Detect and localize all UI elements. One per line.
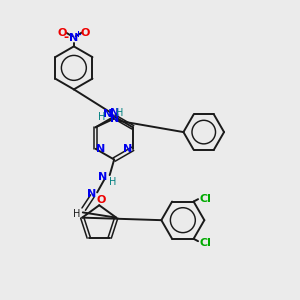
Text: H: H: [73, 209, 80, 219]
Text: O: O: [58, 28, 67, 38]
Text: Cl: Cl: [199, 194, 211, 204]
Text: N: N: [110, 114, 119, 124]
Text: O: O: [80, 28, 90, 38]
Text: N: N: [96, 144, 105, 154]
Text: N: N: [103, 110, 112, 119]
Text: N: N: [123, 144, 133, 154]
Text: -: -: [63, 31, 68, 44]
Text: N: N: [86, 189, 96, 199]
Text: N: N: [110, 108, 119, 118]
Text: N: N: [69, 33, 79, 43]
Text: H: H: [98, 112, 106, 122]
Text: O: O: [96, 196, 106, 206]
Text: N: N: [98, 172, 108, 182]
Text: Cl: Cl: [199, 238, 211, 248]
Text: +: +: [74, 30, 82, 39]
Text: H: H: [116, 108, 123, 118]
Text: H: H: [109, 177, 116, 187]
